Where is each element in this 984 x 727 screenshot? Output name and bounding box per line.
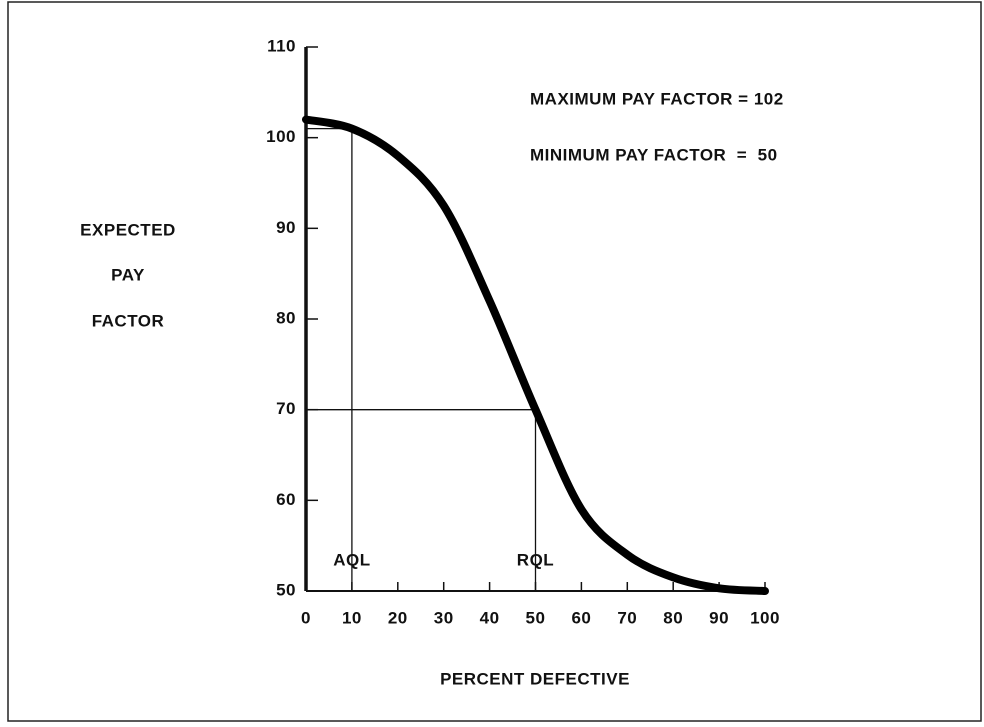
y-axis-label: EXPECTED [80, 220, 176, 239]
annotation: MAXIMUM PAY FACTOR = 102 [530, 89, 784, 108]
y-tick-label: 90 [276, 218, 296, 237]
reference-label: RQL [517, 550, 554, 569]
annotation: MINIMUM PAY FACTOR = 50 [530, 145, 778, 164]
x-tick-label: 70 [617, 608, 637, 627]
x-tick-label: 40 [480, 608, 500, 627]
x-tick-label: 20 [388, 608, 408, 627]
y-tick-label: 70 [276, 399, 296, 418]
y-tick-label: 60 [276, 490, 296, 509]
y-axis-label: FACTOR [92, 311, 165, 330]
reference-label: AQL [333, 550, 370, 569]
x-tick-label: 100 [750, 608, 780, 627]
y-axis-label: PAY [111, 265, 145, 284]
y-tick-label: 50 [276, 580, 296, 599]
x-tick-label: 0 [301, 608, 311, 627]
x-tick-label: 80 [663, 608, 683, 627]
x-tick-label: 30 [434, 608, 454, 627]
y-tick-label: 80 [276, 308, 296, 327]
y-tick-label: 100 [266, 127, 296, 146]
x-tick-label: 90 [709, 608, 729, 627]
x-tick-label: 60 [571, 608, 591, 627]
x-axis-label: PERCENT DEFECTIVE [440, 669, 630, 688]
x-tick-label: 50 [526, 608, 546, 627]
y-tick-label: 110 [267, 36, 296, 55]
frame [7, 1, 982, 722]
curve [302, 115, 769, 595]
x-tick-label: 10 [342, 608, 362, 627]
